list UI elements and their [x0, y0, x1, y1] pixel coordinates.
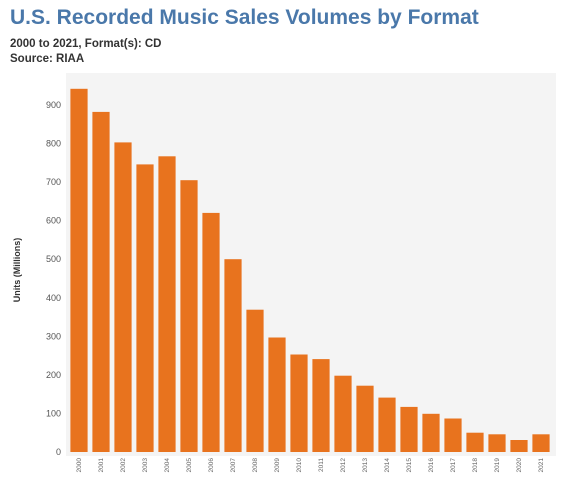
- y-tick-label: 800: [46, 139, 61, 149]
- x-tick-label: 2000: [76, 458, 83, 473]
- y-tick-label: 0: [56, 447, 61, 457]
- x-tick-label: 2003: [142, 458, 149, 473]
- y-tick-label: 900: [46, 100, 61, 110]
- bar-2010: [290, 354, 308, 452]
- x-tick-label: 2020: [516, 458, 523, 473]
- x-tick-label: 2010: [296, 458, 303, 473]
- y-tick-label: 700: [46, 177, 61, 187]
- bar-2015: [400, 406, 418, 452]
- x-tick-label: 2007: [230, 458, 237, 473]
- bar-2002: [114, 142, 132, 452]
- x-tick-label: 2017: [450, 458, 457, 473]
- x-tick-label: 2004: [164, 458, 171, 473]
- x-tick-label: 2001: [98, 458, 105, 473]
- chart-subtitle: 2000 to 2021, Format(s): CD: [10, 38, 162, 50]
- bars: [70, 88, 550, 453]
- y-axis-ticks: 0 100 200 300 400 500 600 700 800 900: [46, 100, 61, 457]
- bar-2016: [422, 413, 440, 452]
- bar-2006: [202, 212, 220, 452]
- bar-2019: [488, 434, 506, 452]
- x-tick-label: 2005: [186, 458, 193, 473]
- x-axis-ticks: 2000 2001 2002 2003 2004 2005 2006 2007 2008 2009…: [76, 458, 545, 473]
- chart-source: Source: RIAA: [10, 53, 85, 65]
- y-tick-label: 600: [46, 216, 61, 226]
- x-tick-label: 2018: [472, 458, 479, 473]
- x-tick-label: 2009: [274, 458, 281, 473]
- x-tick-label: 2016: [428, 458, 435, 473]
- x-tick-label: 2015: [406, 458, 413, 473]
- bar-2017: [444, 418, 462, 452]
- y-tick-label: 400: [46, 293, 61, 303]
- x-tick-label: 2012: [340, 458, 347, 473]
- x-tick-label: 2011: [318, 458, 325, 472]
- bar-2020: [510, 440, 528, 452]
- bar-2008: [246, 309, 264, 452]
- bar-2003: [136, 164, 154, 452]
- y-tick-label: 500: [46, 254, 61, 264]
- bar-2001: [92, 111, 110, 453]
- chart-title: U.S. Recorded Music Sales Volumes by For…: [10, 6, 479, 29]
- bar-2021: [532, 434, 550, 452]
- bar-2018: [466, 432, 484, 452]
- bar-2004: [158, 156, 176, 453]
- bar-2011: [312, 359, 330, 452]
- x-tick-label: 2002: [120, 458, 127, 473]
- bar-2009: [268, 337, 286, 452]
- x-tick-label: 2006: [208, 458, 215, 473]
- x-tick-label: 2014: [384, 458, 391, 473]
- bar-2014: [378, 397, 396, 452]
- bar-2013: [356, 385, 374, 452]
- x-tick-label: 2008: [252, 458, 259, 473]
- bar-2000: [70, 88, 88, 453]
- x-tick-label: 2019: [494, 458, 501, 473]
- y-tick-label: 300: [46, 331, 61, 341]
- bar-2005: [180, 180, 198, 452]
- y-tick-label: 200: [46, 370, 61, 380]
- x-tick-label: 2021: [538, 458, 545, 473]
- x-tick-label: 2013: [362, 458, 369, 473]
- bar-2012: [334, 375, 352, 452]
- y-tick-label: 100: [46, 408, 61, 418]
- bar-2007: [224, 259, 242, 452]
